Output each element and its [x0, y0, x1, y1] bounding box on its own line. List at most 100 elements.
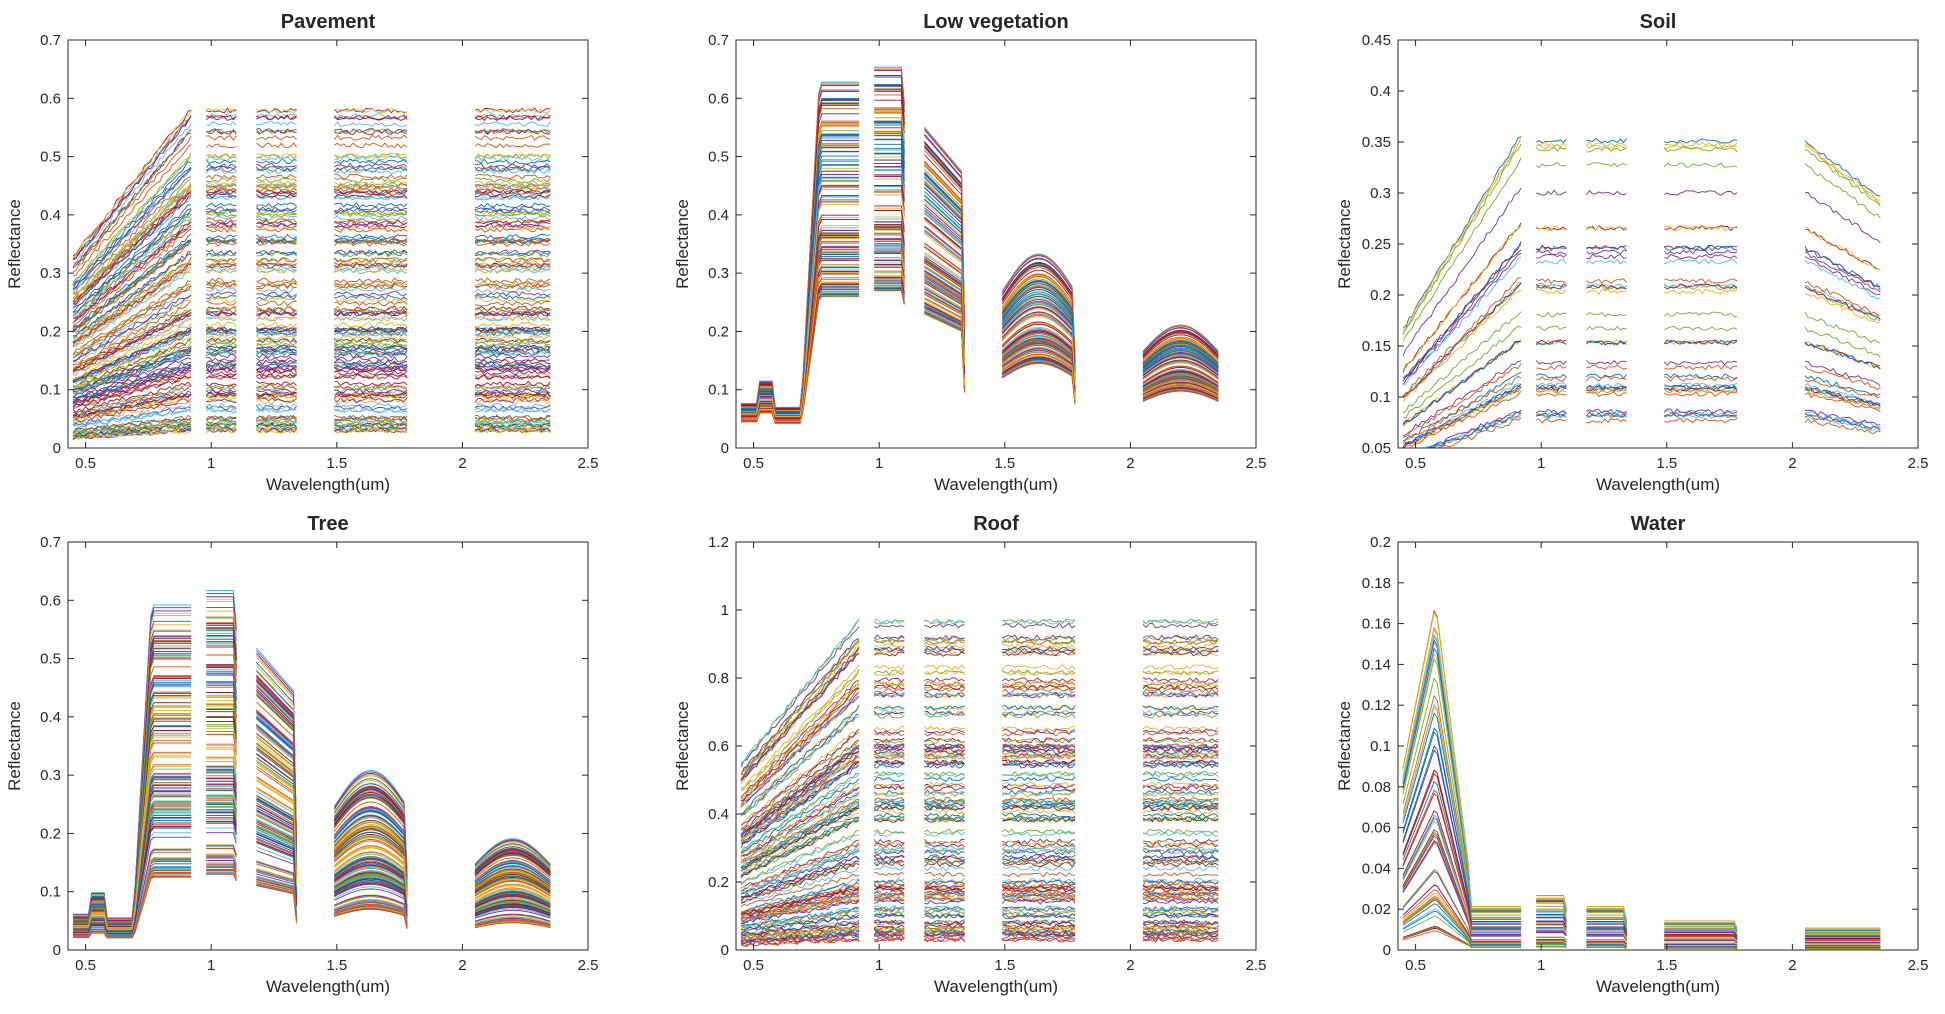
spectrum-line [1535, 384, 1567, 390]
spectrum-line [205, 159, 237, 164]
spectrum-line [256, 344, 297, 350]
spectrum-line [333, 837, 408, 900]
spectrum-line [1001, 307, 1076, 382]
spectrum-line [874, 238, 905, 259]
spectrum-line [924, 301, 966, 389]
spectrum-line [1402, 136, 1522, 328]
spectrum-line [334, 896, 408, 924]
spectrum-line [333, 775, 408, 874]
spectrum-line [1142, 388, 1219, 400]
spectrum-line [1142, 664, 1219, 670]
spectrum-line [333, 829, 408, 897]
spectrum-line [874, 761, 905, 766]
spectrum-line [206, 700, 237, 725]
chart-panel-roof: 0.5 1 1.5 2 2.500.20.40.60.811.2RoofWaveleng… [673, 513, 1266, 996]
spectrum-line [334, 855, 408, 908]
spectrum-line [924, 664, 965, 671]
spectrum-line [256, 414, 297, 420]
spectrum-line [740, 926, 860, 939]
spectrum-line [873, 840, 905, 847]
spectrum-line [256, 825, 298, 904]
spectrum-line [205, 223, 237, 229]
spectrum-line [206, 610, 237, 644]
spectrum-line [1002, 926, 1076, 932]
spectrum-line [256, 776, 298, 887]
spectrum-line [1663, 408, 1738, 415]
spectrum-line [474, 871, 551, 890]
spectrum-line [333, 771, 408, 873]
spectrum-line [256, 832, 298, 906]
spectrum-line [740, 914, 860, 934]
spectrum-line [874, 112, 905, 145]
spectrum-line [1142, 359, 1219, 379]
spectrum-line [1142, 381, 1219, 395]
spectrum-line [1586, 932, 1627, 940]
spectrum-line [334, 392, 408, 399]
spectrum-line [1142, 759, 1219, 765]
spectrum-line [334, 113, 408, 119]
spectrum-line [741, 186, 860, 416]
spectrum-line [924, 848, 965, 854]
spectrum-line [1142, 366, 1219, 384]
spectrum-line [206, 617, 237, 650]
spectrum-line [206, 768, 237, 787]
spectrum-line [874, 174, 905, 201]
spectrum-line [256, 249, 297, 255]
spectrum-line [1664, 945, 1738, 948]
spectrum-line [1002, 688, 1076, 694]
spectrum-line [206, 107, 237, 114]
spectrum-line [1001, 288, 1076, 374]
spectrum-line [1142, 744, 1219, 751]
spectrum-line [1142, 373, 1219, 389]
spectrum-line [206, 349, 237, 356]
spectrum-line [1402, 889, 1522, 943]
spectrum-line [740, 866, 860, 904]
spectrum-line [924, 209, 966, 358]
spectrum-line [1536, 921, 1567, 928]
spectrum-line [924, 920, 965, 926]
spectrum-line [256, 341, 297, 347]
spectrum-line [874, 185, 905, 210]
x-tick-label: 0.5 [1405, 455, 1426, 472]
spectrum-line [334, 883, 408, 919]
spectrum-line [206, 805, 237, 820]
spectrum-line [205, 174, 237, 180]
spectrum-line [1002, 936, 1076, 943]
spectrum-line [1142, 379, 1219, 394]
spectrum-line [741, 180, 860, 416]
spectrum-line [206, 283, 237, 290]
spectrum-line [334, 338, 408, 345]
spectrum-line [924, 175, 966, 346]
spectrum-line [1142, 331, 1219, 357]
spectrum-line [924, 135, 966, 332]
spectrum-line [206, 115, 237, 121]
spectrum-line [1001, 712, 1076, 719]
spectrum-line [205, 241, 237, 247]
spectrum-line [1536, 940, 1567, 944]
spectrum-line [1664, 943, 1738, 947]
spectrum-line [1002, 932, 1076, 938]
spectrum-line [256, 675, 298, 852]
spectrum-line [206, 723, 237, 746]
spectrum-line [1142, 879, 1219, 885]
spectrum-line [874, 246, 905, 266]
spectrum-line [1002, 889, 1076, 895]
spectrum-line [333, 815, 408, 891]
spectrum-line [1535, 225, 1567, 231]
spectrum-line [1002, 920, 1076, 926]
spectrum-line [924, 859, 965, 866]
spectrum-line [474, 423, 551, 429]
spectrum-line [740, 664, 860, 789]
spectrum-line [1001, 306, 1076, 382]
spectrum-line [874, 258, 905, 277]
spectrum-line [1002, 885, 1076, 891]
spectrum-line [1536, 927, 1567, 933]
spectrum-line [334, 881, 408, 918]
spectrum-line [256, 218, 297, 224]
spectrum-line [1586, 283, 1627, 288]
spectrum-line [740, 704, 860, 815]
spectrum-line [874, 135, 905, 165]
spectrum-line [206, 758, 237, 777]
spectrum-line [72, 209, 192, 313]
spectrum-line [474, 893, 551, 907]
